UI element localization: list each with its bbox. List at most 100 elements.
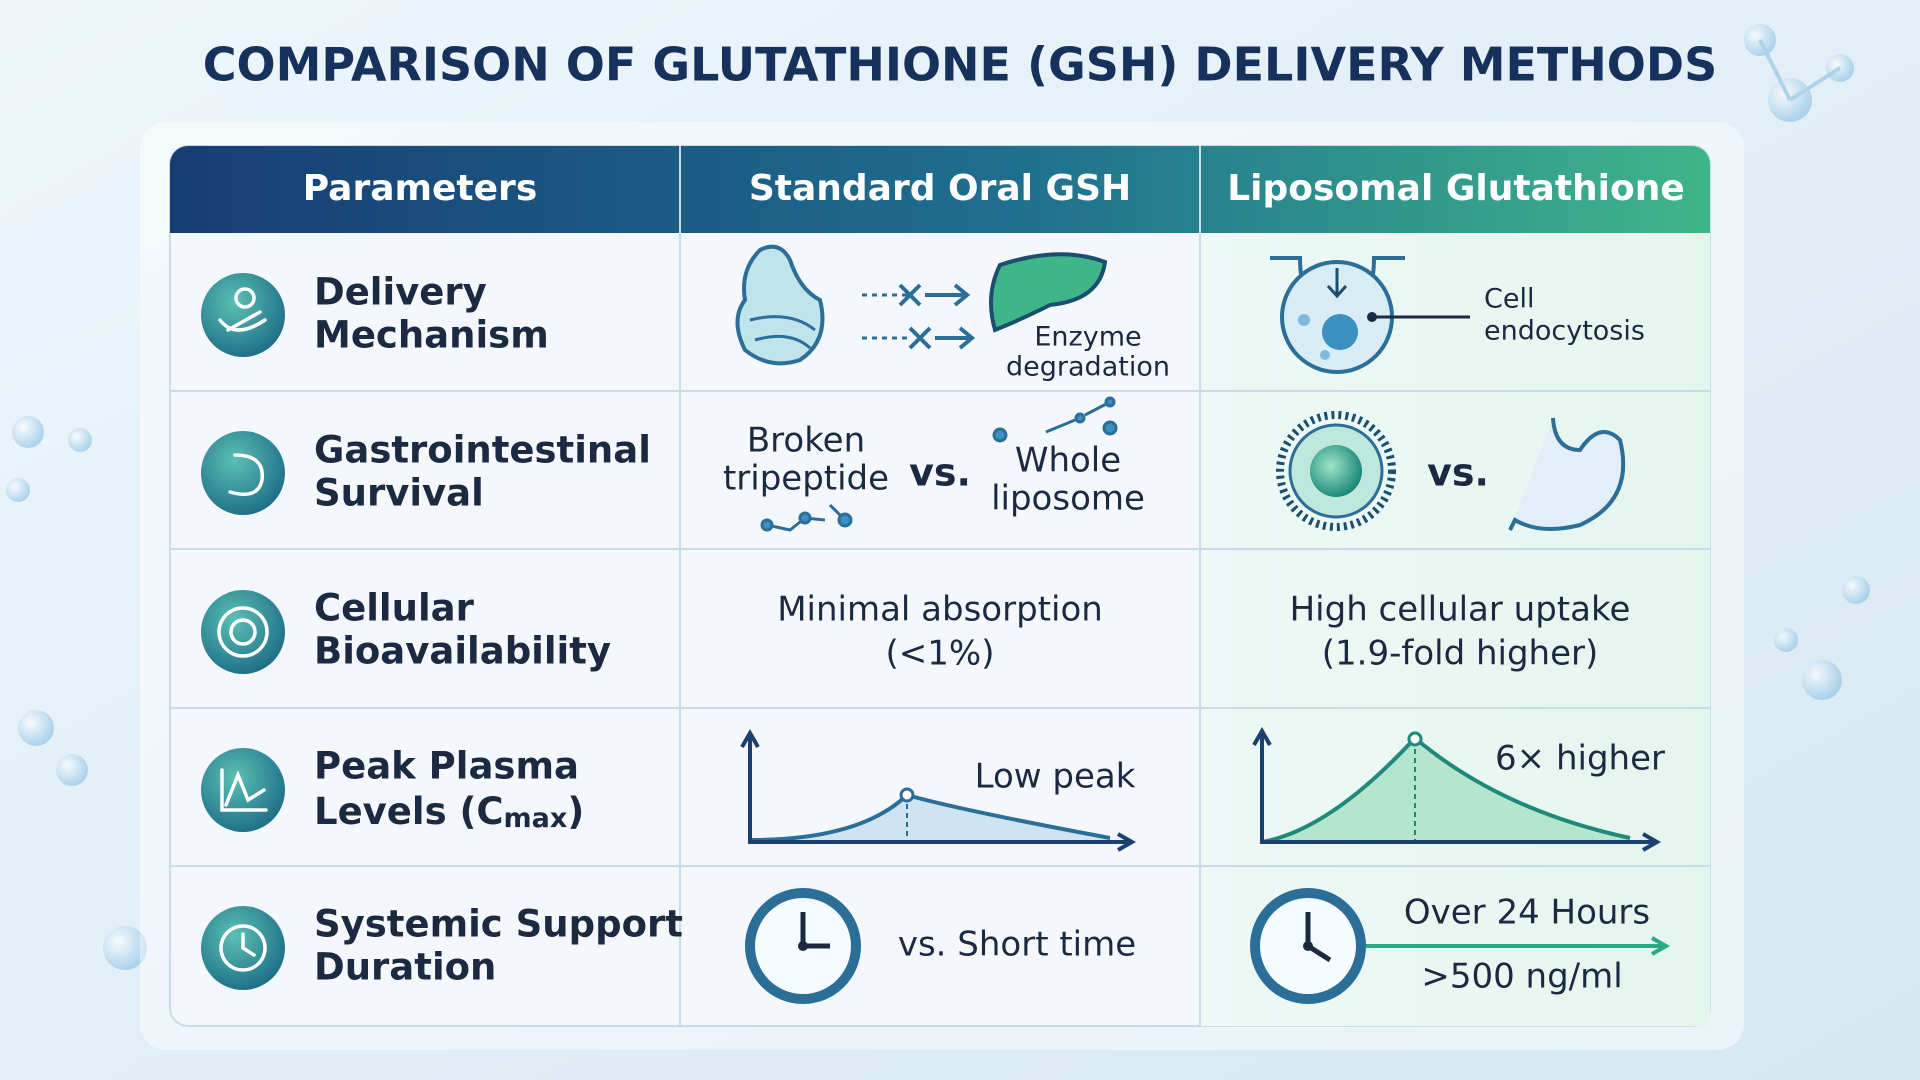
endocytosis-illustration: [1322, 314, 1358, 350]
cell-text: Broken: [747, 421, 865, 461]
row-icons: [228, 453, 264, 496]
decoration: [1842, 576, 1870, 604]
row-label-subscript: max: [504, 803, 568, 834]
decoration: [1774, 628, 1798, 652]
cell-text: (<1%): [886, 634, 995, 674]
cell-text: (1.9-fold higher): [1322, 634, 1599, 674]
low-peak-curve: [740, 728, 1137, 852]
row-icons: [219, 924, 267, 972]
row-icons: [217, 606, 269, 658]
molecule-illustration: [760, 396, 1118, 532]
cell-text: 6× higher: [1495, 739, 1665, 779]
endocytosis-illustration: [1320, 350, 1330, 360]
cell-text: Minimal absorption: [777, 590, 1103, 630]
molecule-illustration: [1104, 396, 1116, 408]
cell-text: endocytosis: [1484, 316, 1645, 347]
cell-text: Whole: [1015, 441, 1121, 481]
row-label: Bioavailability: [314, 630, 611, 673]
row-label: Duration: [314, 946, 496, 989]
row-label: Delivery: [314, 271, 487, 314]
low-peak-curve: [740, 728, 1137, 852]
page-title: COMPARISON OF GLUTATHIONE (GSH) DELIVERY…: [203, 38, 1717, 92]
liposome-illustration: [1310, 445, 1362, 497]
endocytosis-illustration: [1270, 256, 1470, 374]
endocytosis-illustration: [1367, 312, 1377, 322]
high-peak-curve: [1262, 738, 1630, 842]
comparison-table: [170, 146, 1710, 233]
clock-illustration: [745, 888, 861, 1004]
oral-delivery-illustration: [735, 244, 825, 366]
liposome-illustration: [1276, 411, 1396, 531]
high-peak-curve: [1252, 726, 1662, 852]
column-header: Standard Oral GSH: [749, 168, 1131, 209]
row-label-part: Levels (C: [314, 790, 504, 833]
row-icons: [234, 287, 256, 309]
cell-text: Cell: [1484, 284, 1534, 315]
row-icons: [201, 273, 285, 990]
molecule-illustration: [1074, 412, 1086, 424]
row-icons: [217, 287, 269, 972]
cell-text: tripeptide: [723, 459, 889, 499]
row-label-part: ): [567, 790, 584, 833]
row-label: Gastrointestinal: [314, 429, 651, 472]
decoration: [18, 710, 54, 746]
decoration: [1788, 66, 1842, 102]
high-peak-curve: [1252, 726, 1662, 852]
molecule-illustration: [1102, 420, 1118, 436]
row-icons: [241, 932, 256, 957]
high-peak-curve: [1407, 731, 1423, 747]
row-label: Survival: [314, 472, 484, 515]
endocytosis-illustration: [1298, 314, 1310, 326]
row-label: Systemic Support: [314, 903, 683, 946]
decoration: [6, 24, 1870, 970]
molecule-illustration: [992, 427, 1008, 443]
row-icons: [201, 431, 285, 515]
row-icons: [218, 310, 267, 332]
decoration: [6, 478, 30, 502]
molecule-illustration: [837, 512, 853, 528]
decoration: [1758, 39, 1792, 101]
endocytosis-illustration: [1326, 268, 1348, 299]
cell-text: vs. Short time: [898, 925, 1136, 965]
row-label: Peak Plasma: [314, 745, 579, 788]
row-icons: [201, 590, 285, 674]
clock-illustration: [798, 941, 808, 951]
cell-text: degradation: [1006, 352, 1170, 383]
oral-delivery-illustration: [925, 283, 976, 350]
row-label: Mechanism: [314, 314, 549, 357]
stomach-illustration: [1508, 417, 1626, 531]
row-icons: [220, 768, 268, 812]
cell-text: Enzyme: [1034, 322, 1141, 353]
cell-text: Low peak: [975, 757, 1136, 797]
decoration: [103, 926, 147, 970]
oral-delivery-illustration: [989, 252, 1108, 333]
decoration: [68, 428, 92, 452]
oral-delivery-illustration: [898, 283, 932, 350]
cell-text: Over 24 Hours: [1404, 893, 1650, 933]
row-label: Levels (Cmax): [314, 790, 584, 834]
vs-text: vs.: [909, 451, 971, 495]
cell-text: High cellular uptake: [1290, 590, 1631, 630]
clock-illustration: [1250, 888, 1671, 1004]
vs-text: vs.: [1427, 451, 1489, 495]
molecule-illustration: [798, 511, 812, 525]
cell-text: liposome: [991, 479, 1145, 519]
column-header: Parameters: [303, 168, 538, 209]
oral-delivery-illustration: [862, 293, 910, 340]
liposome-illustration: [1276, 411, 1396, 531]
low-peak-curve: [899, 787, 915, 803]
oral-delivery-illustration: [749, 315, 816, 350]
row-icons: [201, 273, 285, 357]
decoration: [56, 754, 88, 786]
row-labels: Delivery Mechanism Gastrointestinal Surv…: [314, 271, 683, 989]
clock-illustration: [1366, 936, 1671, 956]
oral-delivery-illustration: [735, 244, 1108, 366]
decoration: [1802, 660, 1842, 700]
decoration: [12, 416, 44, 448]
row-icons: [229, 618, 257, 646]
cell-text: >500 ng/ml: [1421, 957, 1622, 997]
row-label: Cellular: [314, 587, 475, 630]
column-header: Liposomal Glutathione: [1227, 168, 1685, 209]
